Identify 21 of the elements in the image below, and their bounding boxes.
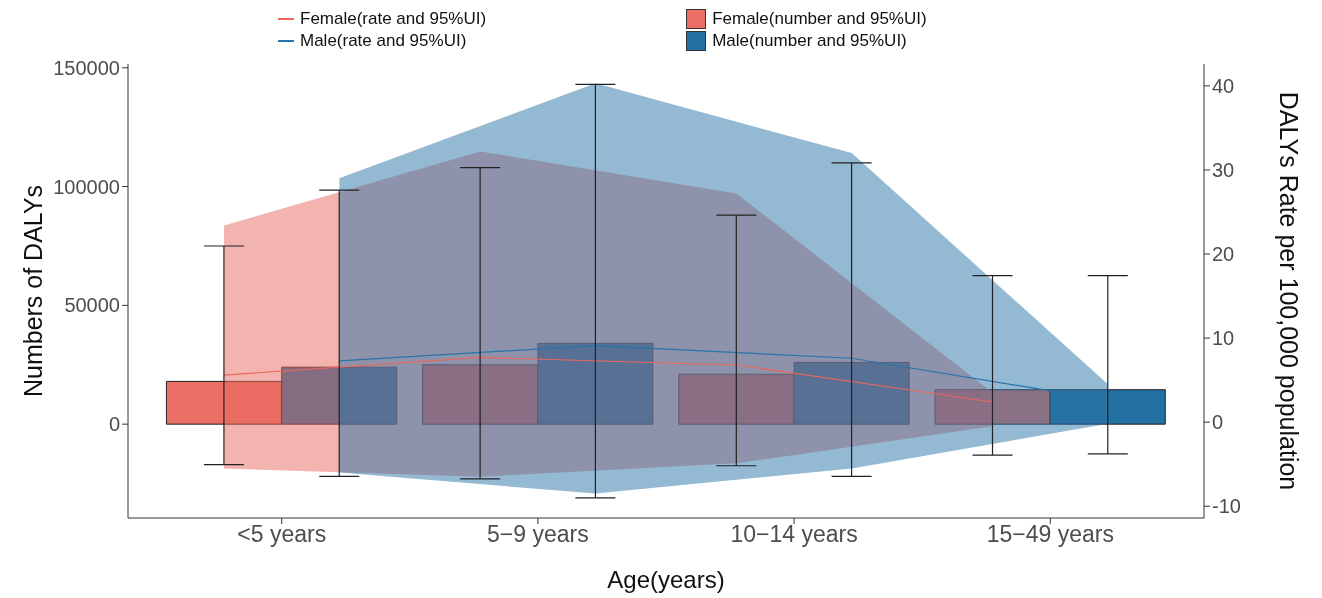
- y2-tick-label: 0: [1212, 411, 1224, 434]
- y-axis-title: Numbers of DALYs: [18, 184, 47, 398]
- y2-tick-label: 20: [1212, 243, 1235, 266]
- legend-label: Female(rate and 95%UI): [300, 9, 487, 29]
- y-tick-label: 100000: [53, 175, 120, 198]
- y-tick-label: 50000: [64, 294, 120, 317]
- y2-tick-label: 40: [1212, 74, 1235, 97]
- x-tick-label: 5−9 years: [487, 521, 589, 548]
- y2-tick-label: -10: [1212, 495, 1241, 518]
- x-tick-label: 15−49 years: [986, 521, 1114, 548]
- legend-label: Female(number and 95%UI): [712, 9, 927, 29]
- y2-tick-label: 30: [1212, 159, 1235, 182]
- y2-axis-title: DALYs Rate per 100,000 population: [1275, 91, 1304, 491]
- legend-label: Male(rate and 95%UI): [300, 31, 467, 51]
- y-tick-label: 0: [108, 413, 120, 436]
- y-tick-label: 150000: [53, 56, 120, 79]
- x-tick-label: <5 years: [237, 521, 327, 548]
- y2-tick-label: 10: [1212, 327, 1235, 350]
- x-tick-label: 10−14 years: [730, 521, 858, 548]
- legend-label: Male(number and 95%UI): [712, 31, 907, 51]
- x-axis-title: Age(years): [607, 566, 725, 593]
